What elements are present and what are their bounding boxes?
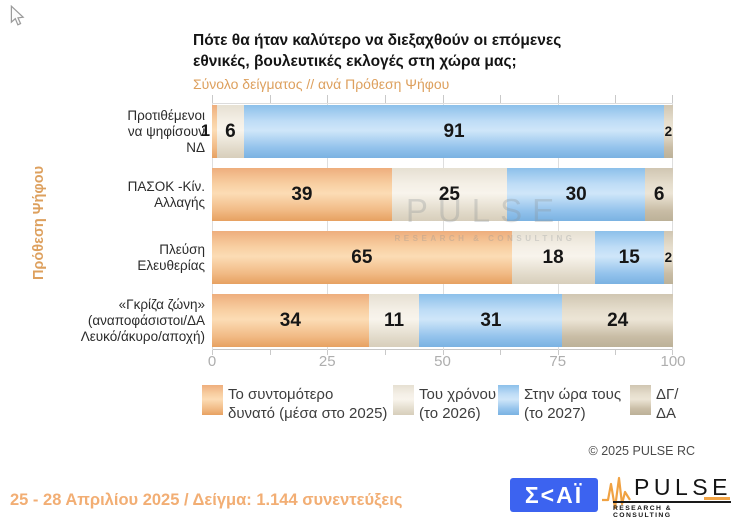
axis-minor-tick bbox=[557, 350, 559, 355]
value-label: 18 bbox=[542, 246, 564, 268]
gridline bbox=[442, 103, 444, 350]
bar-segment: 6 bbox=[216, 105, 245, 158]
bar-segment: 91 bbox=[244, 105, 664, 158]
gridline bbox=[327, 103, 329, 350]
bar-segment: 65 bbox=[212, 231, 512, 284]
fieldwork-info: 25 - 28 Απριλίου 2025 / Δείγμα: 1.144 συ… bbox=[10, 491, 403, 509]
bar-segment: 39 bbox=[212, 168, 392, 221]
value-label: 24 bbox=[607, 309, 629, 331]
gridline bbox=[672, 103, 673, 350]
x-tick-label: 50 bbox=[434, 353, 451, 370]
gridline bbox=[212, 103, 213, 350]
plot-area: 0 25 50 75 100 1 6 91 2 39 25 30 6 65 18 15 2 34 11 31 24 bbox=[201, 95, 686, 370]
legend-swatch-dkda bbox=[630, 385, 651, 415]
value-label: 91 bbox=[443, 120, 465, 142]
axis-minor-tick bbox=[269, 95, 271, 103]
value-label: 31 bbox=[480, 309, 502, 331]
bar-segment: 2 bbox=[663, 105, 673, 158]
bar-segment: 34 bbox=[212, 294, 369, 347]
value-label: 6 bbox=[653, 183, 665, 205]
axis-minor-tick bbox=[269, 350, 271, 355]
value-label: 25 bbox=[438, 183, 460, 205]
axis-minor-tick bbox=[615, 350, 617, 355]
bar-segment: 30 bbox=[507, 168, 646, 221]
axis-minor-tick bbox=[327, 95, 329, 103]
skai-logo: Σ<ΑΪ bbox=[510, 478, 598, 512]
legend-swatch-2027 bbox=[498, 385, 519, 415]
y-axis-label: Πρόθεση Ψήφου bbox=[31, 165, 47, 281]
axis-minor-tick bbox=[500, 350, 502, 355]
bar-segment: 11 bbox=[368, 294, 420, 347]
x-tick-label: 75 bbox=[549, 353, 567, 370]
axis-minor-tick bbox=[212, 95, 213, 103]
pulse-logo: PULSE RESEARCH & CONSULTING bbox=[601, 474, 732, 519]
value-label: 1 bbox=[200, 122, 210, 140]
legend-label-2027: Στην ώρα τους (το 2027) bbox=[524, 386, 622, 422]
mouse-cursor-icon bbox=[10, 4, 25, 32]
axis-minor-tick bbox=[212, 350, 213, 355]
pulse-logo-accent bbox=[704, 497, 730, 500]
legend-label-2025: Το συντομότερο δυνατό (μέσα στο 2025) bbox=[228, 386, 388, 422]
value-label: 39 bbox=[291, 183, 313, 205]
bar-segment: 25 bbox=[391, 168, 508, 221]
value-label: 2 bbox=[664, 250, 673, 265]
copyright-text: © 2025 PULSE RC bbox=[588, 444, 695, 458]
value-label: 65 bbox=[351, 246, 373, 268]
legend-label-2026: Του χρόνου (το 2026) bbox=[419, 386, 497, 422]
value-label: 2 bbox=[664, 124, 673, 139]
bar-segment: 1 bbox=[201, 105, 217, 158]
axis-minor-tick bbox=[327, 350, 329, 355]
pulse-logo-text: PULSE bbox=[634, 474, 732, 500]
x-tick-label: 100 bbox=[660, 353, 686, 370]
legend-label-dkda: ΔΓ/ ΔΑ bbox=[656, 386, 679, 422]
value-label: 11 bbox=[384, 309, 405, 331]
bar-segment: 24 bbox=[562, 294, 673, 347]
axis-minor-tick bbox=[672, 95, 673, 103]
axis-minor-tick bbox=[442, 95, 444, 103]
axis-minor-tick bbox=[557, 95, 559, 103]
axis-minor-tick bbox=[442, 350, 444, 355]
pulse-waveform-icon bbox=[601, 474, 631, 519]
axis-minor-tick bbox=[500, 95, 502, 103]
x-tick-label: 0 bbox=[207, 353, 217, 370]
skai-logo-text: Σ<ΑΪ bbox=[524, 481, 584, 508]
value-label: 34 bbox=[279, 309, 301, 331]
category-label-plefsi: Πλεύση Ελευθερίας bbox=[137, 241, 205, 273]
bar-segment: 15 bbox=[594, 231, 664, 284]
chart-subtitle: Σύνολο δείγματος // ανά Πρόθεση Ψήφου bbox=[193, 76, 450, 92]
x-tick-label: 25 bbox=[318, 353, 336, 370]
axis-minor-tick bbox=[672, 350, 673, 355]
axis-minor-tick bbox=[384, 350, 386, 355]
axis-minor-tick bbox=[615, 95, 617, 103]
pulse-logo-subtext: RESEARCH & CONSULTING bbox=[613, 501, 731, 519]
legend-swatch-2026 bbox=[393, 385, 414, 415]
category-label-pasok: ΠΑΣΟΚ -Κίν. Αλλαγής bbox=[127, 178, 205, 210]
axis-minor-tick bbox=[384, 95, 386, 103]
bar-segment: 2 bbox=[663, 231, 673, 284]
category-label-grey-zone: «Γκρίζα ζώνη» (αναποφάσιστοι/ΔΑ Λευκό/άκ… bbox=[80, 296, 205, 344]
value-label: 30 bbox=[565, 183, 587, 205]
bar-segment: 18 bbox=[511, 231, 595, 284]
bar-segment: 31 bbox=[419, 294, 563, 347]
category-label-nd: Προτιθέμενοι να ψηφίσουν ΝΔ bbox=[127, 107, 205, 155]
legend-swatch-2025 bbox=[202, 385, 223, 415]
gridline bbox=[557, 103, 559, 350]
chart-title: Πότε θα ήταν καλύτερο να διεξαχθούν οι ε… bbox=[193, 32, 562, 70]
value-label: 6 bbox=[225, 120, 236, 142]
bar-segment: 6 bbox=[645, 168, 673, 221]
value-label: 15 bbox=[618, 246, 640, 268]
